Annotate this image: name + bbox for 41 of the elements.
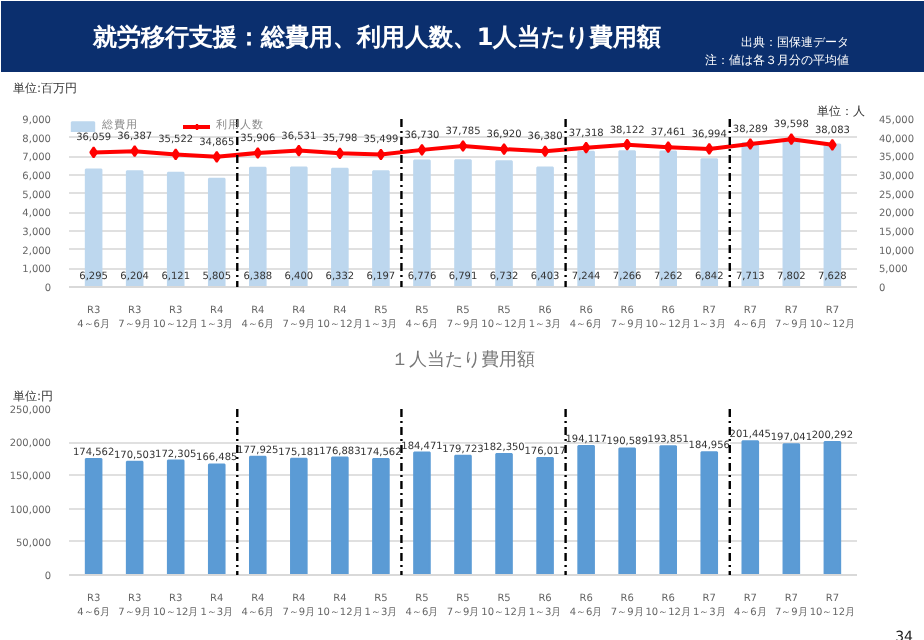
chart-title: 就労移行支援：総費用、利用人数、1人当たり費用額 <box>90 23 662 51</box>
point <box>171 148 181 161</box>
point <box>581 141 591 154</box>
bar <box>700 451 719 575</box>
bar <box>741 440 760 575</box>
bar <box>659 150 678 287</box>
bar <box>618 447 636 575</box>
bar <box>125 170 144 287</box>
point <box>253 146 263 159</box>
bar <box>782 140 801 287</box>
point <box>540 145 550 158</box>
bar <box>372 458 390 575</box>
bar <box>248 455 267 575</box>
point <box>376 148 386 161</box>
bar <box>125 460 144 575</box>
bar <box>823 441 842 575</box>
point <box>622 138 632 151</box>
point <box>745 138 755 151</box>
bar <box>166 171 185 287</box>
bar <box>166 459 185 575</box>
point <box>704 142 714 155</box>
point <box>458 139 468 152</box>
point <box>212 150 222 163</box>
bar <box>84 168 103 287</box>
point <box>417 143 427 156</box>
point <box>335 147 345 160</box>
chart-title: １人当たり費用額 <box>391 349 535 371</box>
bar <box>823 143 842 287</box>
bar <box>454 454 472 575</box>
bar <box>495 452 513 575</box>
bar <box>207 463 226 575</box>
bar <box>331 456 349 575</box>
point <box>499 143 509 156</box>
bar <box>782 443 801 575</box>
point <box>294 144 304 157</box>
bar <box>577 445 595 575</box>
bar <box>741 142 760 287</box>
bar <box>84 458 103 575</box>
bar <box>413 451 431 575</box>
bar <box>536 457 554 575</box>
bar <box>290 457 308 575</box>
